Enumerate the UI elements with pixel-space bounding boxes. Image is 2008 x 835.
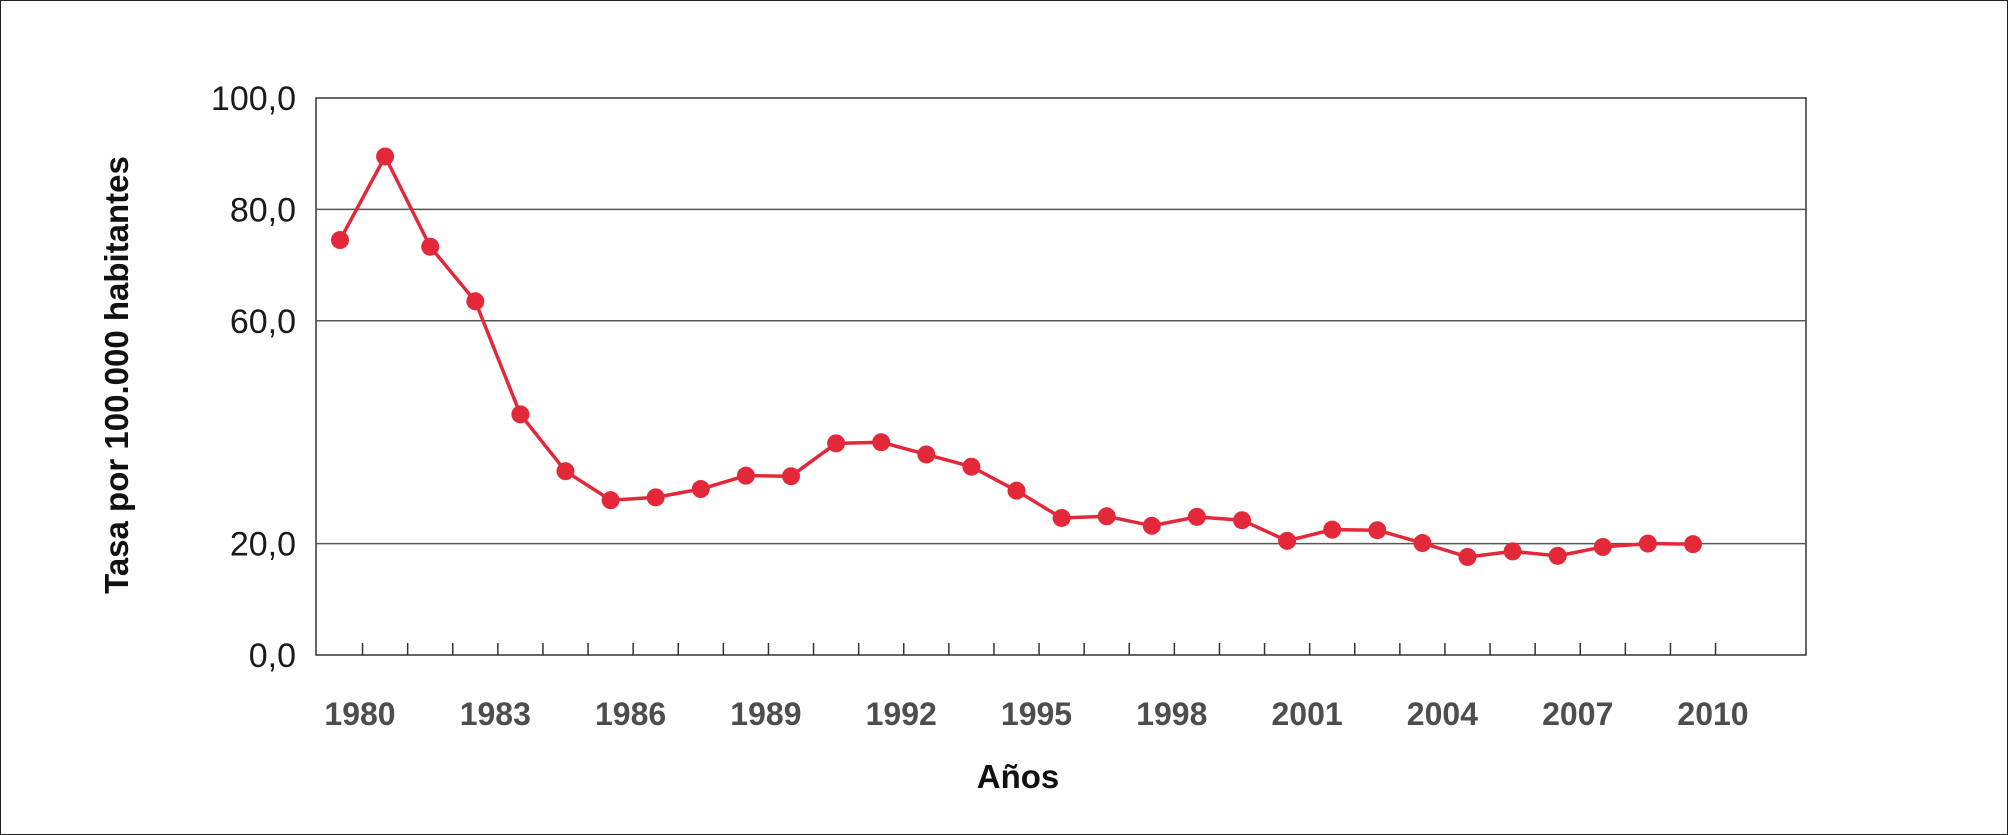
- data-point: [1503, 542, 1522, 561]
- data-point: [827, 434, 846, 453]
- x-tick-label: 1998: [1136, 696, 1207, 732]
- y-tick-label: 20,0: [230, 526, 296, 564]
- x-tick-label: 1980: [324, 696, 395, 732]
- data-point: [376, 147, 395, 166]
- grid-lines: [316, 208, 1806, 545]
- data-point: [782, 467, 800, 486]
- x-tick-label: 2010: [1677, 696, 1748, 732]
- data-point: [1187, 507, 1206, 526]
- data-point: [1458, 547, 1477, 566]
- x-tick-label: 1992: [866, 696, 937, 732]
- data-point: [466, 292, 485, 311]
- data-point: [331, 231, 349, 250]
- x-tick-label: 2004: [1407, 696, 1478, 732]
- y-tick-label: 60,0: [230, 303, 296, 341]
- x-tick-label: 1986: [595, 696, 666, 732]
- data-point: [1323, 520, 1342, 539]
- data-point: [1548, 546, 1567, 565]
- data-point: [1413, 534, 1432, 553]
- data-point: [1638, 534, 1657, 553]
- data-point: [1684, 535, 1702, 554]
- data-point: [1142, 516, 1161, 535]
- x-tick-label: 1989: [730, 696, 801, 732]
- x-tick-label: 1995: [1001, 696, 1072, 732]
- x-axis-ticks: 1980 1983 1986 1989 1992 1995 1998 2001 2004 2007…: [324, 643, 1749, 732]
- data-point: [1593, 537, 1612, 556]
- data-point: [511, 405, 530, 424]
- y-tick-label: 100,0: [211, 80, 296, 118]
- data-point: [1368, 521, 1387, 540]
- y-axis-title: Tasa por 100.000 habitantes: [98, 156, 135, 594]
- data-point: [872, 433, 891, 452]
- data-point: [601, 491, 620, 510]
- x-tick-label: 2007: [1542, 696, 1613, 732]
- x-tick-label: 2001: [1272, 696, 1343, 732]
- data-point: [646, 488, 665, 507]
- plot-area: [315, 97, 1807, 656]
- data-point: [1278, 531, 1297, 550]
- data-points: [331, 147, 1702, 566]
- data-point: [421, 237, 440, 256]
- data-point: [1052, 508, 1071, 527]
- data-point: [556, 462, 575, 481]
- x-tick-label: 1983: [460, 696, 531, 732]
- data-point: [1097, 507, 1116, 526]
- data-point: [962, 457, 981, 476]
- data-point: [736, 466, 755, 485]
- data-point: [691, 480, 710, 499]
- y-axis-ticks: 0,0 20,0 60,0 80,0 100,0: [211, 80, 296, 675]
- data-point: [1233, 511, 1251, 530]
- y-tick-label: 0,0: [249, 637, 296, 675]
- x-axis-title: Años: [977, 758, 1060, 795]
- data-point: [917, 445, 936, 464]
- y-tick-label: 80,0: [230, 191, 296, 229]
- data-point: [1007, 481, 1026, 500]
